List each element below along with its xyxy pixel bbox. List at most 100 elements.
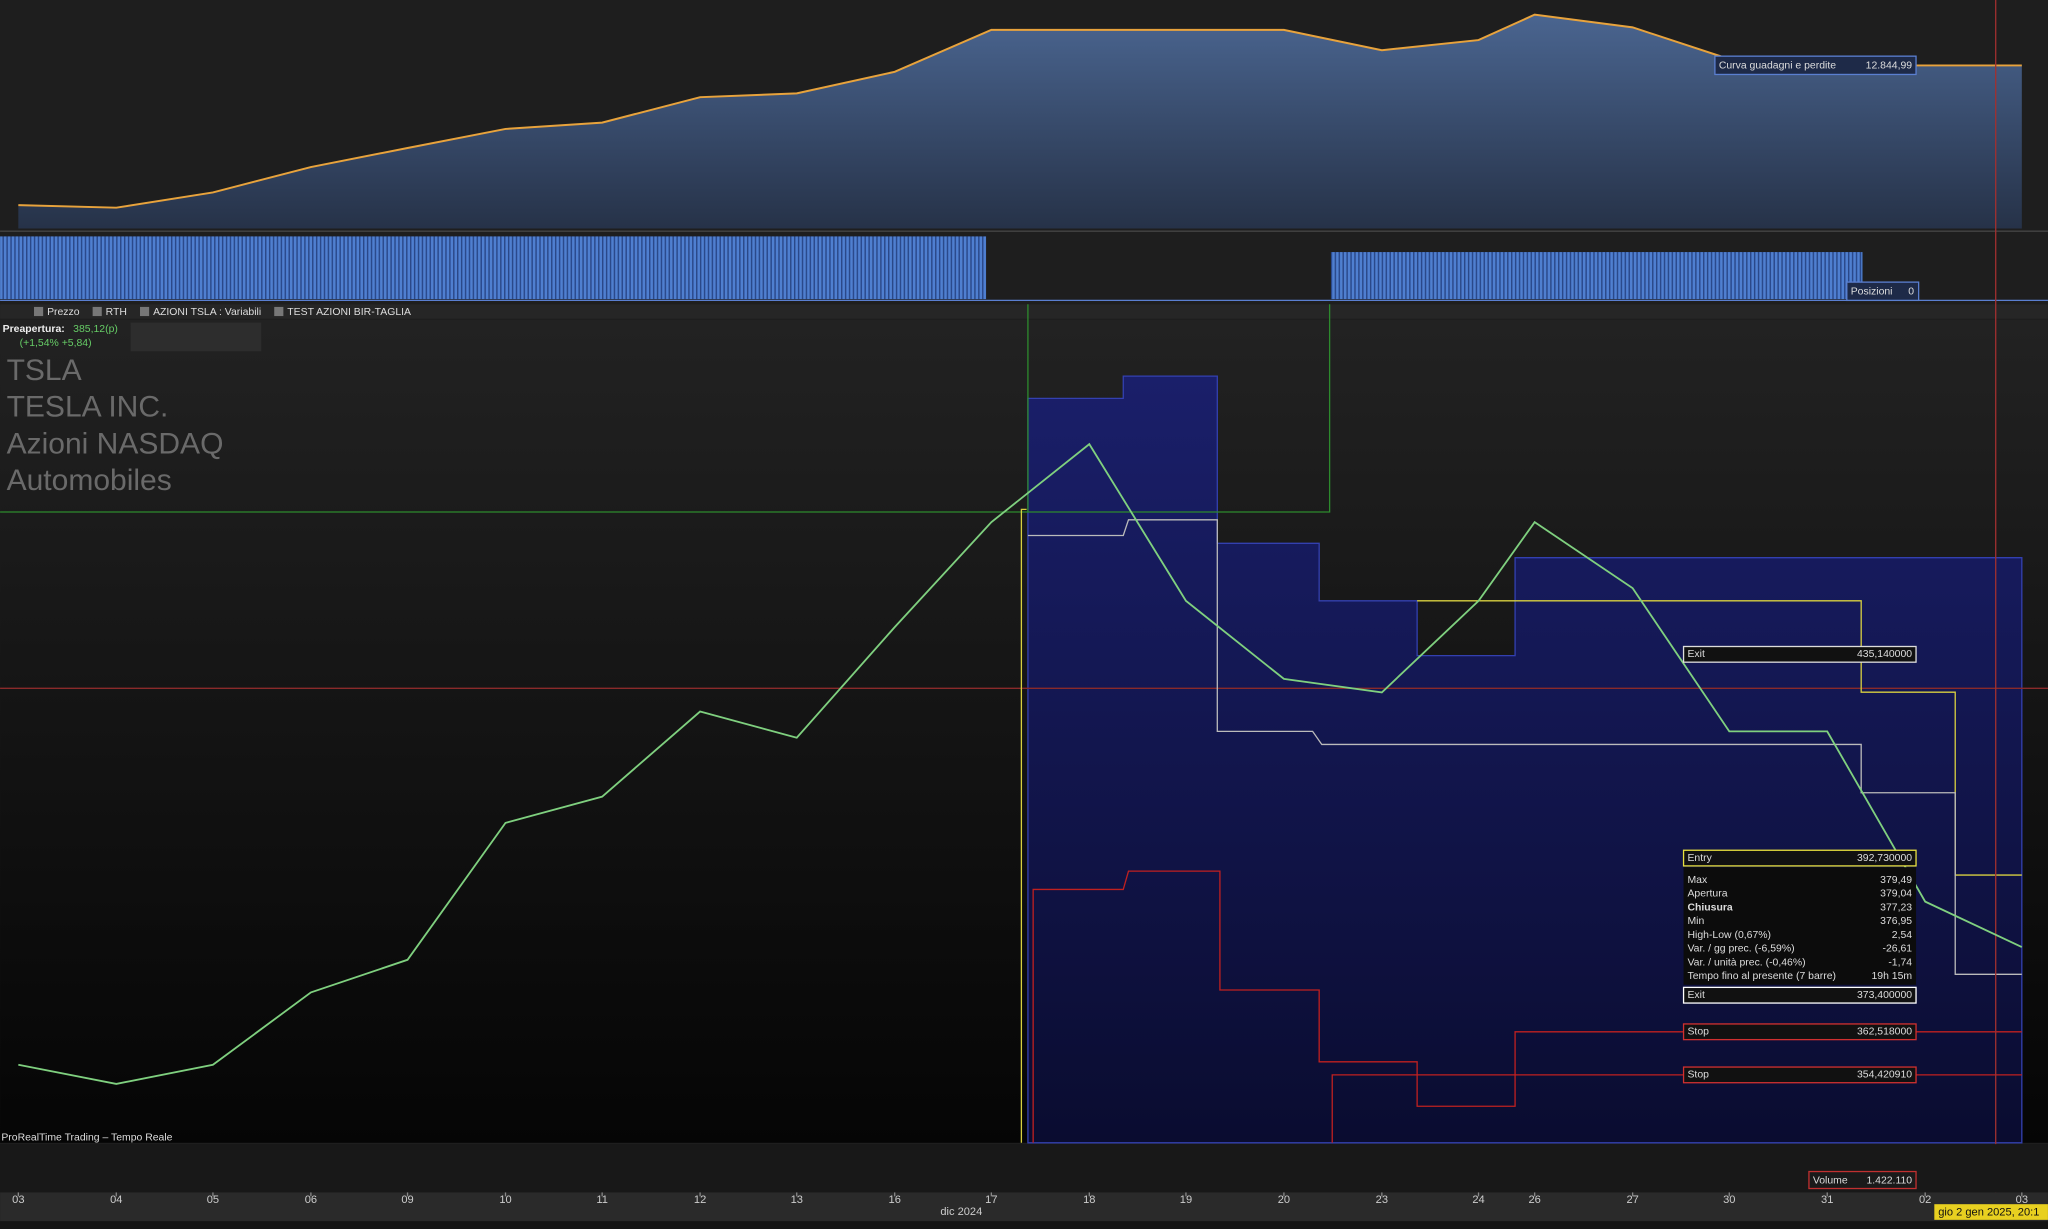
instrument-labels: TSLA TESLA INC.Azioni NASDAQ Automobiles <box>7 354 224 497</box>
x-tick-label: 18 <box>1083 1194 1095 1206</box>
tool-icons[interactable] <box>130 322 262 352</box>
instrument-label: Automobiles <box>7 464 172 497</box>
x-tick-label: 13 <box>791 1194 803 1206</box>
x-tick-label: 11 <box>596 1194 608 1206</box>
equity-label: Curva guadagni e perdite <box>1719 61 1836 72</box>
x-tick-label: 10 <box>499 1194 511 1206</box>
level-box <box>1682 645 1917 663</box>
info-value: 379,49 <box>1880 875 1912 886</box>
status-bar <box>0 1221 2048 1229</box>
toolbar-icon[interactable] <box>274 306 284 317</box>
x-tick-label: 26 <box>1528 1194 1540 1206</box>
info-label: Max <box>1687 875 1707 886</box>
equity-panel: Curva guadagni e perdite 12.844,99 <box>18 13 2022 229</box>
x-tick-label: 19 <box>1180 1194 1192 1206</box>
positions-label: Posizioni <box>1851 287 1893 298</box>
equity-value: 12.844,99 <box>1866 61 1913 72</box>
price-line <box>18 442 2023 1085</box>
positions-box <box>1846 281 1920 302</box>
info-value: 379,04 <box>1880 889 1912 900</box>
preopen-change: (+1,54% +5,84) <box>20 338 92 349</box>
toolbar-item[interactable]: TEST AZIONI BIR-TAGLIA <box>287 307 411 318</box>
level-label: Entry <box>1687 853 1712 864</box>
instrument-label: TSLA <box>7 354 82 387</box>
info-label: Apertura <box>1687 889 1727 900</box>
info-value: 376,95 <box>1880 916 1912 927</box>
info-value: 2,54 <box>1892 930 1913 941</box>
volume-box <box>1808 1170 1917 1190</box>
equity-area <box>18 14 2022 229</box>
level-box <box>1682 849 1917 867</box>
x-tick-label: 20 <box>1278 1194 1290 1206</box>
month-label: dic 2024 <box>940 1206 982 1218</box>
preopen-value: 385,12(p) <box>73 324 118 335</box>
x-tick-label: 12 <box>694 1194 706 1206</box>
green-range <box>0 304 1331 513</box>
toolbar-item[interactable]: AZIONI TSLA : Variabili <box>153 307 261 318</box>
info-label: Chiusura <box>1687 902 1732 913</box>
toolbar-icon[interactable] <box>34 306 44 317</box>
toolbar <box>0 304 2048 319</box>
volume-panel <box>0 1144 2048 1193</box>
info-value: 19h 15m <box>1871 971 1912 982</box>
x-tick-label: 17 <box>985 1194 997 1206</box>
level-label: Exit <box>1687 990 1704 1001</box>
x-tick-label: 24 <box>1472 1194 1484 1206</box>
info-value: -26,61 <box>1883 944 1913 955</box>
position-block <box>1330 252 1863 300</box>
level-value: 354,420910 <box>1857 1070 1912 1081</box>
x-axis-labels: 03 04 05 06 09 10 11 12 13 16 17 18 19 20 23 24 26 27 30 31… <box>12 1192 2028 1206</box>
info-label: Tempo fino al presente (7 barre) <box>1687 971 1836 982</box>
x-tick-label: 02 <box>1919 1194 1931 1206</box>
level-value: 435,140000 <box>1857 649 1912 660</box>
equity-line <box>18 13 2022 209</box>
x-tick-label: 03 <box>12 1194 24 1206</box>
x-tick-label: 31 <box>1821 1194 1833 1206</box>
level-boxes: Exit 435,140000 Entry 392,730000 Max 379,49 Ap… <box>1682 645 1917 1084</box>
x-tick-label: 30 <box>1723 1194 1735 1206</box>
x-tick-label: 23 <box>1376 1194 1388 1206</box>
info-value: -1,74 <box>1888 957 1912 968</box>
x-tick-label: 05 <box>207 1194 219 1206</box>
info-label: High-Low (0,67%) <box>1687 930 1771 941</box>
toolbar-item[interactable]: RTH <box>106 307 127 318</box>
level-value: 373,400000 <box>1857 990 1912 1001</box>
info-label: Var. / unità prec. (-0,46%) <box>1687 957 1805 968</box>
x-tick-label: 06 <box>305 1194 317 1206</box>
x-tick-label: 16 <box>889 1194 901 1206</box>
info-label: Min <box>1687 916 1704 927</box>
info-box <box>1683 867 1917 985</box>
toolbar-item[interactable]: Prezzo <box>47 307 80 318</box>
info-label: Var. / gg prec. (-6,59%) <box>1687 944 1794 955</box>
level-value: 392,730000 <box>1857 853 1912 864</box>
level-label: Stop <box>1687 1070 1709 1081</box>
volume-value: 1.422.110 <box>1866 1175 1912 1186</box>
instrument-label: TESLA INC. <box>7 391 169 424</box>
footer: ProRealTime Trading – Tempo Reale <box>1 1132 172 1143</box>
equity-box <box>1714 55 1917 76</box>
price-series <box>18 442 2023 1085</box>
x-tick-label: 27 <box>1626 1194 1638 1206</box>
toolbar-icon[interactable] <box>92 306 102 317</box>
x-tick-label: 09 <box>401 1194 413 1206</box>
entry-line <box>1020 508 2022 1143</box>
level-label: Stop <box>1687 1027 1709 1038</box>
preopen-label: Preapertura: <box>3 324 65 335</box>
info-value: 377,23 <box>1880 902 1912 913</box>
toolbar-icon[interactable] <box>140 306 150 317</box>
datetime-box <box>1934 1204 2048 1220</box>
exit-line <box>1027 519 2022 975</box>
level-value: 362,518000 <box>1857 1027 1912 1038</box>
volume-label: Volume <box>1813 1175 1848 1186</box>
positions-value: 0 <box>1908 287 1914 298</box>
level-box <box>1682 986 1917 1004</box>
datetime: gio 2 gen 2025, 20:1 <box>1938 1207 2039 1219</box>
x-tick-label: 03 <box>2016 1194 2028 1206</box>
x-tick-label: 04 <box>110 1194 122 1206</box>
toolbar-items: Prezzo RTH AZIONI TSLA : Variabili TEST AZI… <box>34 307 411 318</box>
level-label: Exit <box>1687 649 1704 660</box>
instrument-label: Azioni NASDAQ <box>7 427 224 460</box>
level-box <box>1682 1066 1917 1084</box>
position-block <box>0 236 987 300</box>
